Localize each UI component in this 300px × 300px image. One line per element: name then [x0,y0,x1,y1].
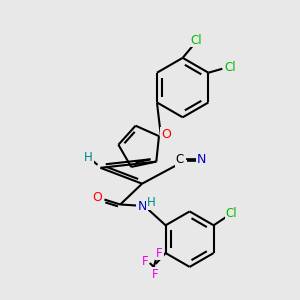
Text: H: H [84,152,93,164]
Text: F: F [156,247,163,260]
Text: H: H [147,196,155,209]
Text: Cl: Cl [226,207,237,220]
Text: O: O [161,128,171,141]
Text: Cl: Cl [191,34,203,46]
Text: O: O [93,191,102,204]
Text: C: C [176,153,184,167]
Text: F: F [142,256,148,268]
Text: Cl: Cl [224,61,236,74]
Text: N: N [137,200,147,213]
Text: N: N [197,153,206,167]
Text: F: F [152,268,158,281]
